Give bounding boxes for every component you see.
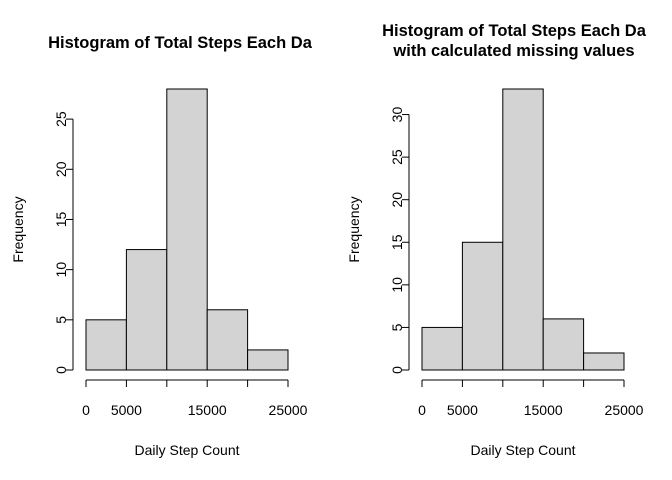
y-tick-label: 0 [389, 366, 405, 374]
y-tick-label: 15 [389, 234, 405, 250]
y-axis-label: Frequency [346, 196, 362, 262]
y-tick-label: 20 [53, 161, 69, 177]
x-axis-label: Daily Step Count [470, 442, 575, 458]
y-tick-label: 5 [53, 316, 69, 324]
y-tick-label: 25 [389, 149, 405, 165]
histogram-bar [461, 241, 504, 371]
x-tick-label: 5000 [111, 402, 142, 418]
y-axis-label: Frequency [10, 196, 26, 262]
histogram-bar [583, 352, 625, 371]
histogram-panel-left: 0 5 10 15 20 25 0 5000 15000 25000 Daily Step Coun… [10, 34, 313, 458]
x-axis-label: Daily Step Count [134, 442, 239, 458]
y-tick-label: 5 [389, 323, 405, 331]
y-tick-label: 20 [389, 192, 405, 208]
chart-title: Histogram of Total Steps Each Da [48, 34, 313, 52]
x-tick-label: 0 [418, 402, 426, 418]
y-tick-label: 15 [53, 211, 69, 227]
y-tick-label: 10 [53, 262, 69, 278]
x-tick-label: 5000 [447, 402, 478, 418]
y-tick-label: 30 [389, 107, 405, 123]
histogram-bar [166, 88, 208, 371]
x-tick-label: 25000 [269, 402, 308, 418]
y-tick-label: 0 [53, 366, 69, 374]
x-tick-label: 0 [82, 402, 90, 418]
histogram-panel-right: 0 5 10 15 20 25 30 0 5000 15000 25000 Daily Step Co… [346, 22, 647, 458]
histogram-bar [206, 309, 249, 371]
chart-title: with calculated missing values [392, 42, 634, 60]
y-tick-label: 25 [53, 111, 69, 127]
histogram-bar [85, 319, 127, 371]
chart-title: Histogram of Total Steps Each Da [382, 22, 647, 40]
x-tick-label: 15000 [524, 402, 563, 418]
histogram-bar [125, 249, 168, 371]
histogram-bar [247, 349, 289, 371]
x-tick-label: 15000 [188, 402, 227, 418]
histogram-bar [542, 318, 585, 371]
y-tick-label: 10 [389, 277, 405, 293]
histogram-bar [502, 88, 544, 371]
x-tick-label: 25000 [605, 402, 644, 418]
histogram-bar [421, 326, 463, 371]
